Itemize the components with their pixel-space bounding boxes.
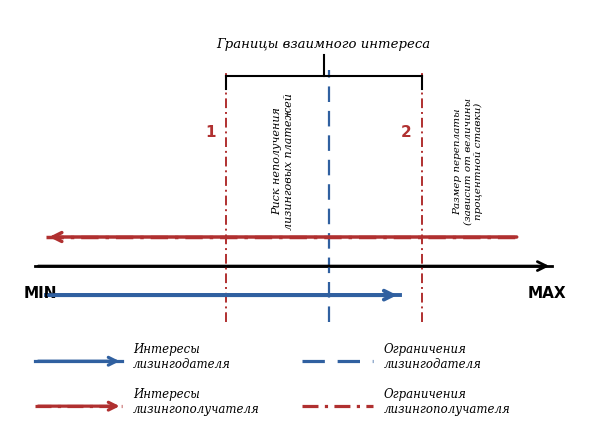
Text: Размер переплаты
(зависит от величины
процентной ставки): Размер переплаты (зависит от величины пр… [453, 98, 483, 224]
Text: Интересы
лизингодателя: Интересы лизингодателя [133, 342, 231, 370]
Text: MIN: MIN [24, 285, 58, 300]
Text: MAX: MAX [527, 285, 566, 300]
Text: 2: 2 [401, 124, 412, 139]
Text: Ограничения
лизингополучателя: Ограничения лизингополучателя [384, 387, 511, 415]
Text: Ограничения
лизингодателя: Ограничения лизингодателя [384, 342, 482, 370]
Text: Границы взаимного интереса: Границы взаимного интереса [216, 38, 431, 51]
Text: Риск неполучения
лизинговых платежей: Риск неполучения лизинговых платежей [272, 93, 294, 229]
Text: 1: 1 [205, 124, 216, 139]
Text: Интересы
лизингополучателя: Интересы лизингополучателя [133, 387, 260, 415]
